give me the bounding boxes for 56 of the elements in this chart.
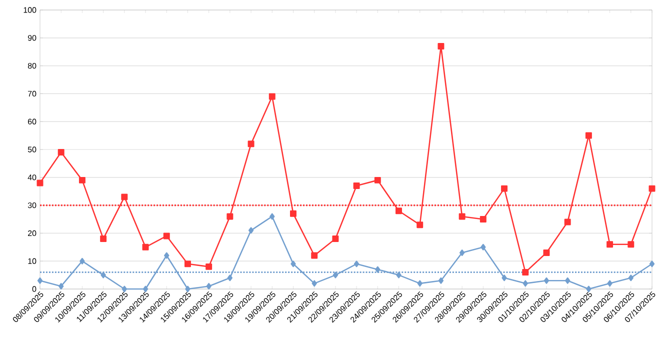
point [290,210,296,217]
point [565,277,570,284]
point [522,269,529,276]
point [142,244,149,250]
point [184,260,191,268]
point [226,213,234,220]
point [270,213,275,220]
point [80,258,85,264]
point [396,208,402,214]
point [649,260,655,268]
point [607,280,612,287]
point [290,260,296,268]
point [332,272,338,278]
point [206,282,212,290]
point [227,274,233,282]
point [375,266,380,273]
point [268,93,276,100]
point [163,232,170,240]
point [501,185,508,192]
point [480,244,486,250]
point [459,249,465,256]
point [100,236,107,242]
point [564,218,571,226]
point [543,249,550,256]
point [58,149,64,156]
point [353,182,360,190]
point [417,280,422,287]
point [248,140,254,148]
point [628,241,634,248]
point [544,277,550,284]
point [58,282,64,290]
point [585,132,592,139]
point [78,176,86,184]
point [36,180,44,186]
point [438,277,444,284]
point [248,227,254,234]
point [354,260,360,268]
point [312,280,317,287]
point [396,272,402,278]
point [480,216,486,222]
point [648,185,656,192]
point [628,274,634,282]
point [37,277,43,284]
point [458,213,466,220]
point [502,274,507,282]
point [121,194,128,200]
point [416,222,424,228]
point [311,252,318,259]
point [206,263,212,270]
point [164,252,170,259]
point [332,236,339,242]
point [606,241,614,248]
point [374,176,381,184]
point [522,280,528,287]
point [438,43,444,50]
point [100,272,106,278]
